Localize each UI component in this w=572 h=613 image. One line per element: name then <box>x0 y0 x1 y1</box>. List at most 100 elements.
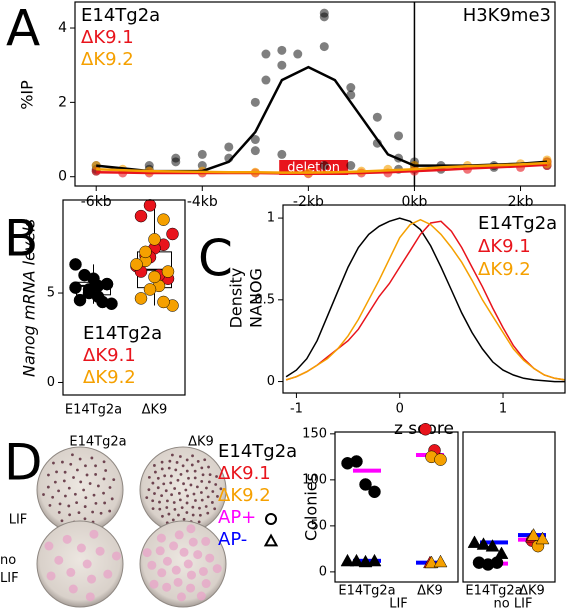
colony <box>83 505 87 508</box>
colony <box>213 507 217 511</box>
x-tick-label: 1 <box>499 402 507 417</box>
data-point <box>157 295 170 309</box>
data-point <box>143 199 157 212</box>
legend-marker <box>263 533 279 547</box>
colony <box>178 498 182 502</box>
colony <box>205 553 215 563</box>
colony <box>189 483 193 487</box>
plot-frame <box>62 199 186 396</box>
colony <box>191 505 195 509</box>
colony <box>162 556 172 566</box>
colony <box>174 468 178 472</box>
colony <box>173 577 183 587</box>
ap-positive-point <box>419 422 432 436</box>
colony <box>207 465 210 469</box>
colony <box>108 509 112 513</box>
colony <box>75 501 79 505</box>
colony <box>166 499 169 503</box>
y-axis-label: Colonies <box>302 473 321 541</box>
data-point <box>134 209 148 223</box>
colony <box>184 488 188 492</box>
colony <box>73 492 77 496</box>
data-point <box>148 270 161 284</box>
x-tick-label: ΔK9 <box>142 403 168 418</box>
x-tick-label: E14Tg2a <box>465 584 522 599</box>
colony <box>155 546 165 556</box>
colony <box>147 560 157 570</box>
colony <box>162 482 166 486</box>
colony <box>193 476 197 480</box>
y-tick-label: 0 <box>319 564 327 579</box>
colony <box>88 482 92 485</box>
y-tick-label: 0 <box>47 375 55 390</box>
colony <box>173 487 177 490</box>
colony <box>102 491 105 495</box>
colony <box>103 501 107 505</box>
colony <box>171 518 175 522</box>
colony <box>203 458 207 462</box>
colony <box>178 455 182 458</box>
y-tick-label: 0.5 <box>254 292 275 307</box>
legend-label: AP+ <box>218 507 256 528</box>
colony <box>61 460 64 464</box>
x-tick-label: -1 <box>290 402 303 417</box>
colony <box>82 559 92 569</box>
legend-marker <box>265 513 277 525</box>
y-tick-label: 100 <box>302 472 327 487</box>
data-point <box>134 292 148 305</box>
ap-negative-point <box>433 554 448 568</box>
colony <box>158 507 162 511</box>
ap-negative-point <box>367 553 382 567</box>
colony <box>175 461 179 464</box>
colony <box>76 543 86 553</box>
colony <box>191 513 195 517</box>
legend-label: E14Tg2a <box>83 323 162 344</box>
y-tick-label: 5 <box>47 286 55 301</box>
colony <box>156 486 160 490</box>
data-point <box>73 293 87 307</box>
panel-letter: D <box>4 434 43 492</box>
ap-negative-point <box>340 553 355 567</box>
colony <box>62 534 72 544</box>
colony <box>54 555 64 565</box>
colony <box>110 497 114 501</box>
data-point <box>277 45 287 55</box>
colony <box>186 494 189 498</box>
x-tick-label: 0kb <box>401 194 427 210</box>
colony <box>92 493 96 497</box>
panel-letter: B <box>4 210 38 268</box>
colony <box>171 565 181 575</box>
plot-frame <box>462 431 556 583</box>
colony <box>157 568 167 578</box>
colony <box>72 476 75 479</box>
colony <box>64 494 67 498</box>
ap-positive-point <box>434 453 447 466</box>
colony <box>85 473 89 477</box>
plot-frame <box>334 431 459 583</box>
colony <box>153 492 156 495</box>
legend-label: ΔK9.2 <box>218 485 271 506</box>
colony <box>94 473 98 476</box>
ap-negative-point <box>358 554 373 568</box>
column-label: ΔK9 <box>188 435 214 450</box>
colony <box>46 571 56 581</box>
data-point <box>148 233 161 246</box>
colony <box>212 564 222 574</box>
colony <box>183 559 193 569</box>
colony <box>84 464 87 468</box>
legend-label: ΔK9.2 <box>83 367 136 388</box>
data-point <box>197 149 207 159</box>
colony <box>57 511 61 514</box>
colony <box>191 454 194 458</box>
colony <box>198 506 201 510</box>
colony <box>111 551 121 561</box>
ap-negative-point <box>476 537 491 550</box>
y-tick-label: 1 <box>267 211 275 226</box>
colony <box>57 489 60 493</box>
colony <box>182 517 186 521</box>
colony <box>200 498 204 502</box>
colony <box>216 495 219 498</box>
colony <box>170 453 174 457</box>
colony <box>102 477 106 481</box>
colony <box>186 570 196 580</box>
